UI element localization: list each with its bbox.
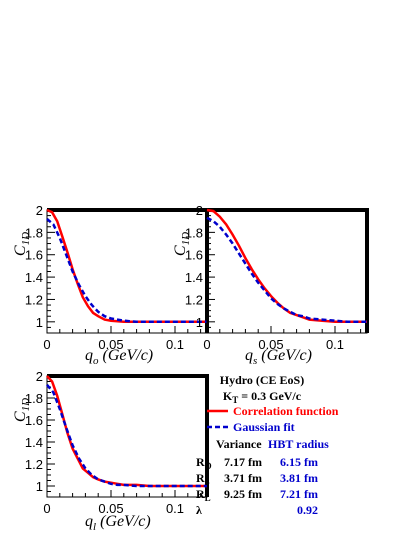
y-axis-symbol: C: [172, 245, 189, 256]
y-axis-label: C1D: [12, 398, 32, 422]
row-symbol: R: [196, 487, 205, 501]
legend-correlation-label: Correlation function: [233, 404, 339, 418]
row-variance: 3.71 fm: [224, 471, 262, 485]
x-tick-label: 0.1: [326, 337, 344, 352]
legend-gaussian-label: Gaussian fit: [233, 420, 295, 434]
kt-value: = 0.3 GeV/c: [238, 389, 301, 403]
kt-symbol: K: [223, 389, 233, 403]
y-axis-symbol: C: [12, 411, 29, 422]
y-tick-label: 1.2: [25, 457, 43, 472]
plot-frame: [206, 209, 368, 334]
row-label: λ: [196, 503, 202, 517]
x-tick-label: 0.1: [166, 337, 184, 352]
info-title-line2: KT = 0.3 GeV/c: [223, 389, 302, 405]
gaussian-fit-line: [46, 384, 207, 488]
y-tick-label: 2: [36, 203, 43, 218]
y-tick-label: 1: [36, 315, 43, 330]
info-title-line1: Hydro (CE EoS): [220, 373, 304, 387]
row-subscript: O: [205, 461, 212, 471]
y-tick-label: 1.6: [25, 413, 43, 428]
row-label: RS: [196, 471, 210, 487]
y-tick-label: 1.6: [25, 248, 43, 263]
correlation-function-line: [46, 375, 207, 488]
y-axis-label: C1D: [172, 232, 192, 256]
x-axis-subscript: l: [93, 521, 96, 533]
x-axis-label: ql (GeV/c): [85, 513, 151, 533]
y-tick-label: 1.8: [25, 391, 43, 406]
y-tick-label: 2: [36, 369, 43, 384]
x-tick-label: 0: [43, 337, 50, 352]
y-tick-label: 2: [196, 203, 203, 218]
correlation-function-line: [46, 208, 207, 324]
correlation-function-line: [206, 208, 367, 324]
row-subscript: L: [205, 493, 211, 503]
chart-panel-qs: 1 1.2 1.4 1.6 1.8 2 0 0.05 0.1 qs (GeV/c) C1D: [172, 203, 369, 367]
x-axis-unit: (GeV/c): [257, 347, 312, 364]
row-variance: 9.25 fm: [224, 487, 262, 501]
plot-frame: [46, 375, 208, 498]
y-tick-label: 1.6: [185, 248, 203, 263]
x-tick-label: 0: [203, 337, 210, 352]
y-tick-label: 1.4: [185, 270, 203, 285]
row-symbol: R: [196, 471, 205, 485]
gaussian-fit-line: [46, 217, 207, 324]
row-label: RL: [196, 487, 211, 503]
x-axis-unit: (GeV/c): [96, 513, 151, 530]
x-tick-label: 0: [43, 501, 50, 516]
chart-panel-qo: 11.21.41.61.820 0.05 0.1qo (GeV/c)C1D: [12, 203, 209, 367]
x-tick-label: 0.05: [258, 337, 283, 352]
plot-frame: [46, 209, 208, 334]
y-axis-label: C1D: [12, 232, 32, 256]
row-symbol: λ: [196, 503, 202, 517]
y-tick-label: 1: [196, 315, 203, 330]
row-subscript: S: [205, 477, 210, 487]
y-tick-label: 1.4: [25, 435, 43, 450]
x-tick-label: 0.05: [98, 337, 123, 352]
x-axis-label: qo (GeV/c): [85, 347, 153, 367]
y-axis-subscript: 1D: [20, 232, 32, 246]
x-tick-label: 0.05: [98, 501, 123, 516]
y-tick-label: 1.4: [25, 270, 43, 285]
header-hbt-radius: HBT radius: [268, 437, 329, 451]
x-axis-symbol: q: [85, 513, 93, 530]
header-variance: Variance: [216, 437, 262, 451]
x-axis-label: qs (GeV/c): [245, 347, 312, 367]
x-axis-unit: (GeV/c): [99, 347, 154, 364]
x-axis-subscript: o: [93, 355, 99, 367]
x-tick-label: 0.1: [166, 501, 184, 516]
y-tick-label: 1.8: [185, 225, 203, 240]
row-label: RO: [196, 455, 212, 471]
gaussian-fit-line: [206, 216, 367, 324]
y-tick-label: 1.2: [185, 292, 203, 307]
x-axis-symbol: q: [85, 347, 93, 364]
y-axis-subscript: 1D: [20, 398, 32, 412]
chart-panel-ql: 1 1.2 1.4 1.6 1.8 2 0 0.05 0.1 ql (GeV/c) C1D: [12, 369, 209, 533]
row-variance: 7.17 fm: [224, 455, 262, 469]
y-axis-symbol: C: [12, 245, 29, 256]
kt-subscript: T: [232, 395, 238, 405]
row-hbt-radius: 6.15 fm: [280, 455, 318, 469]
row-hbt-radius: 7.21 fm: [280, 487, 318, 501]
x-axis-subscript: s: [253, 355, 257, 367]
info-panel: Hydro (CE EoS) KT = 0.3 GeV/c Correlatio…: [196, 373, 339, 517]
y-axis-subscript: 1D: [180, 232, 192, 246]
x-axis-symbol: q: [245, 347, 253, 364]
y-tick-label: 1.8: [25, 225, 43, 240]
row-symbol: R: [196, 455, 205, 469]
y-tick-label: 1.2: [25, 292, 43, 307]
y-tick-label: 1: [36, 479, 43, 494]
row-hbt-radius: 3.81 fm: [280, 471, 318, 485]
row-hbt-radius: 0.92: [297, 503, 318, 517]
